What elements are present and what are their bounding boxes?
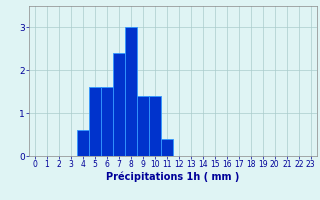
Bar: [89, 87, 101, 156]
Bar: [113, 53, 125, 156]
Bar: [101, 87, 113, 156]
Bar: [137, 96, 149, 156]
X-axis label: Précipitations 1h ( mm ): Précipitations 1h ( mm ): [106, 172, 239, 182]
Bar: [77, 130, 89, 156]
Bar: [125, 27, 137, 156]
Bar: [149, 96, 161, 156]
Bar: [161, 139, 173, 156]
